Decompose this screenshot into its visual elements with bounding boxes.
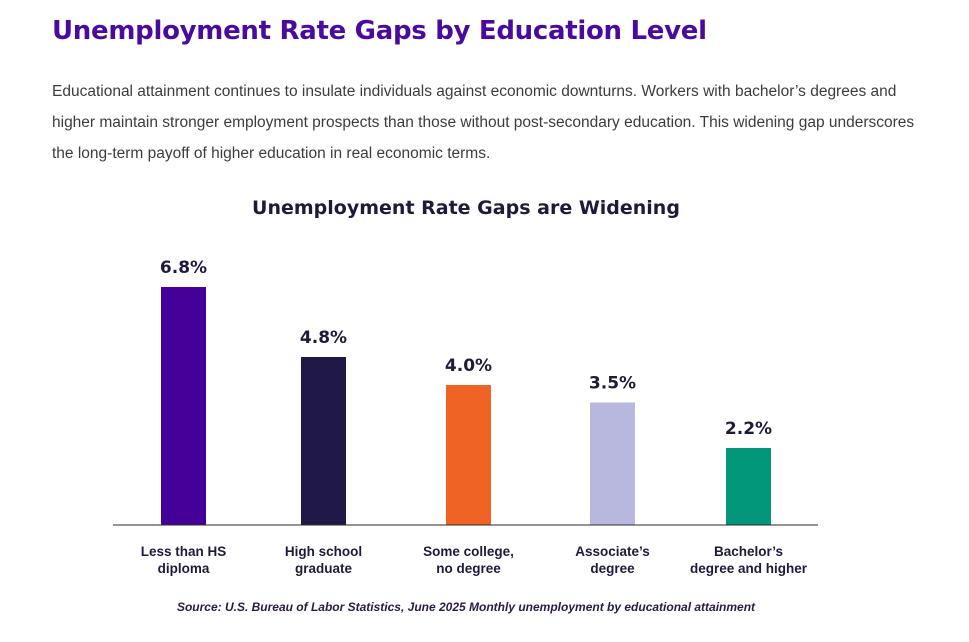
bar-1 [161, 287, 206, 525]
bar-4 [590, 402, 635, 525]
bar-3 [446, 385, 491, 525]
category-label-3-line-2: no degree [436, 561, 501, 576]
value-label-5: 2.2% [725, 419, 772, 439]
bar-2 [301, 357, 346, 525]
chart-title: Unemployment Rate Gaps are Widening [252, 197, 680, 219]
category-label-1-line-2: diploma [158, 561, 210, 576]
value-label-4: 3.5% [589, 374, 636, 394]
category-label-4-line-1: Associate’s [575, 544, 650, 559]
category-label-2-line-1: High school [285, 544, 362, 559]
category-label-3-line-1: Some college, [423, 544, 514, 559]
intro-paragraph: Educational attainment continues to insu… [52, 83, 915, 162]
value-label-1: 6.8% [160, 258, 207, 278]
category-label-1-line-1: Less than HS [141, 544, 227, 559]
value-label-2: 4.8% [300, 328, 347, 348]
value-label-3: 4.0% [445, 356, 492, 376]
category-label-2-line-2: graduate [295, 561, 353, 576]
source-note: Source: U.S. Bureau of Labor Statistics,… [176, 600, 756, 614]
category-label-5-line-1: Bachelor’s [714, 544, 783, 559]
page-title: Unemployment Rate Gaps by Education Leve… [52, 16, 707, 46]
bar-5 [726, 448, 771, 525]
category-label-4-line-2: degree [590, 561, 635, 576]
category-label-5-line-2: degree and higher [690, 561, 808, 576]
